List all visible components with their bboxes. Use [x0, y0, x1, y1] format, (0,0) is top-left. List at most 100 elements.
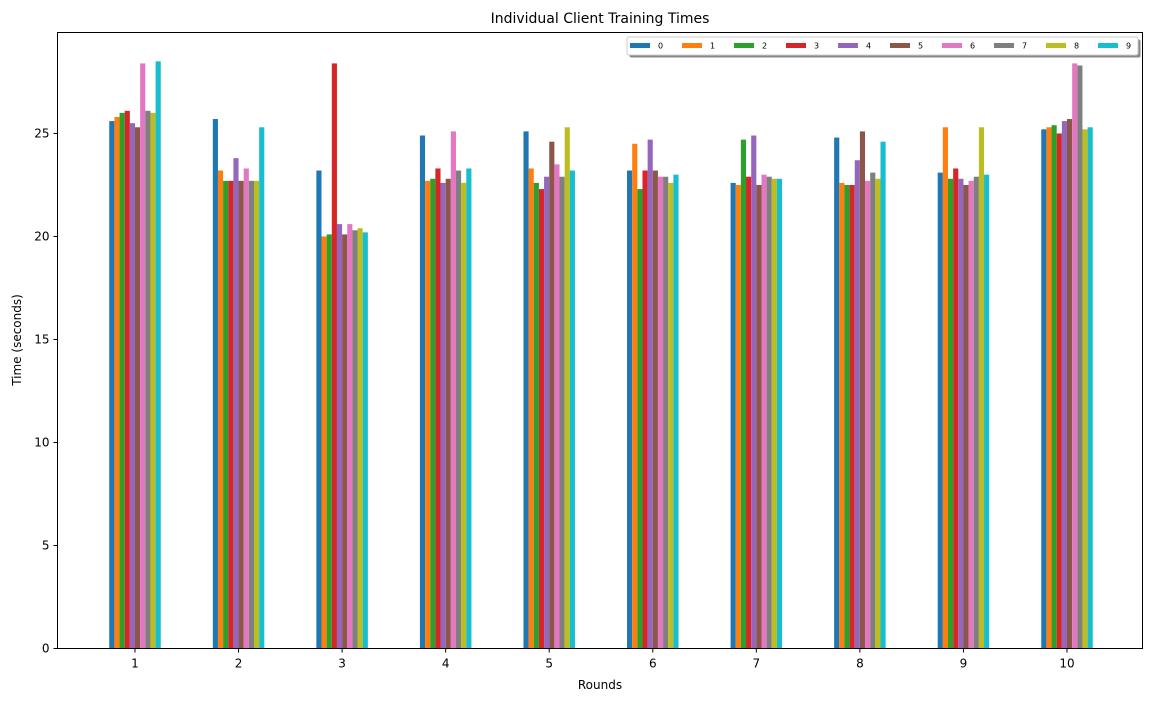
bar-round-5-client-5	[549, 141, 555, 649]
x-axis-label: Rounds	[578, 678, 622, 692]
bar-round-6-client-0	[627, 170, 633, 649]
bar-round-8-client-7	[870, 172, 876, 649]
bar-round-10-client-9	[1087, 127, 1093, 649]
legend-label-4: 4	[866, 42, 871, 51]
x-tick-label: 7	[753, 657, 761, 671]
bar-round-4-client-5	[445, 178, 451, 649]
legend-label-2: 2	[762, 42, 767, 51]
x-axis: 1 2 3 4 5 6 7 8 9 10	[131, 648, 1075, 671]
bar-round-1-client-2	[119, 112, 125, 649]
bar-round-9-client-1	[942, 127, 948, 649]
bar-round-7-client-1	[735, 184, 741, 649]
bar-round-9-client-9	[984, 174, 990, 649]
bar-round-9-client-2	[947, 178, 954, 649]
bar-round-1-client-4	[129, 123, 135, 649]
bar-round-7-client-4	[751, 135, 757, 649]
bar-round-3-client-2	[326, 234, 332, 649]
bar-round-9-client-6	[968, 180, 974, 649]
bar-round-8-client-0	[834, 137, 840, 649]
bar-round-3-client-7	[352, 230, 358, 649]
bar-round-9-client-5	[963, 184, 969, 649]
bar-round-4-client-9	[466, 168, 472, 649]
bar-round-8-client-4	[854, 160, 860, 649]
bar-round-2-client-2	[223, 180, 229, 649]
bar-round-9-client-7	[973, 176, 979, 649]
bar-round-9-client-4	[958, 178, 964, 649]
bar-round-3-client-9	[362, 232, 368, 649]
bar-round-6-client-4	[647, 139, 653, 649]
bar-round-10-client-8	[1082, 129, 1088, 649]
legend-swatch-3	[786, 43, 806, 48]
y-tick-label: 25	[34, 126, 49, 140]
bar-round-8-client-3	[849, 184, 855, 649]
y-tick-label: 15	[34, 332, 49, 346]
legend-swatch-5	[890, 43, 910, 48]
bar-round-5-client-3	[538, 189, 545, 649]
bar-round-4-client-7	[455, 170, 462, 649]
bar-round-3-client-6	[347, 224, 353, 649]
bar-round-7-client-6	[761, 174, 767, 649]
legend-swatch-9	[1098, 43, 1118, 48]
y-tick-label: 0	[42, 642, 50, 656]
bar-round-6-client-6	[657, 176, 664, 649]
bar-round-2-client-7	[248, 180, 255, 649]
bar-round-7-client-0	[730, 182, 736, 649]
legend-label-9: 9	[1126, 42, 1131, 51]
y-tick-label: 20	[34, 229, 49, 243]
y-axis: 0 5 10 15 20 25	[34, 126, 58, 656]
bar-round-5-client-2	[533, 182, 539, 649]
y-axis-label: Time (seconds)	[10, 294, 24, 387]
bar-round-4-client-0	[419, 135, 426, 649]
x-tick-label: 8	[856, 657, 864, 671]
bar-round-10-client-2	[1051, 125, 1057, 649]
bar-round-8-client-5	[859, 131, 866, 649]
legend-label-0: 0	[658, 42, 663, 51]
bar-round-10-client-6	[1072, 63, 1078, 649]
bar-round-6-client-9	[673, 174, 679, 649]
bar-round-7-client-2	[740, 139, 747, 649]
bar-round-6-client-7	[663, 176, 669, 649]
bar-round-5-client-9	[569, 170, 575, 649]
bar-round-10-client-1	[1046, 127, 1052, 649]
bar-round-2-client-9	[259, 127, 265, 649]
bar-round-4-client-8	[461, 182, 467, 649]
bar-round-4-client-3	[435, 168, 441, 649]
bar-round-6-client-3	[642, 170, 648, 649]
bar-round-4-client-2	[430, 178, 436, 649]
bar-round-1-client-1	[114, 116, 120, 649]
legend-label-1: 1	[710, 42, 715, 51]
bar-round-6-client-5	[652, 170, 658, 649]
bar-round-1-client-9	[155, 61, 161, 649]
y-tick-label: 10	[34, 435, 49, 449]
legend-swatch-2	[734, 43, 754, 48]
bar-round-1-client-6	[140, 63, 146, 649]
x-tick-label: 10	[1059, 657, 1074, 671]
x-tick-label: 5	[545, 657, 553, 671]
bar-round-1-client-0	[109, 121, 115, 649]
legend-swatch-8	[1046, 43, 1066, 48]
bar-round-9-client-0	[937, 172, 943, 649]
x-tick-label: 6	[649, 657, 657, 671]
bar-round-5-client-7	[559, 176, 565, 649]
bar-round-4-client-1	[425, 180, 431, 649]
plot-frame	[57, 32, 1143, 649]
legend-swatch-4	[838, 43, 858, 48]
bar-round-3-client-4	[336, 224, 343, 649]
bar-round-6-client-1	[632, 143, 638, 649]
bar-round-7-client-3	[746, 176, 752, 649]
x-tick-label: 1	[131, 657, 139, 671]
bar-round-6-client-2	[637, 189, 643, 649]
bar-round-2-client-3	[228, 180, 234, 649]
bar-round-7-client-9	[776, 178, 783, 649]
bar-round-8-client-9	[880, 141, 886, 649]
legend-swatch-0	[630, 43, 650, 48]
bar-round-2-client-6	[243, 168, 249, 649]
bar-round-7-client-5	[756, 184, 762, 649]
bar-round-2-client-4	[233, 158, 239, 649]
x-tick-label: 2	[235, 657, 243, 671]
legend-swatch-6	[942, 43, 962, 48]
bar-round-3-client-0	[316, 170, 322, 649]
bar-round-9-client-3	[953, 168, 959, 649]
x-tick-label: 3	[338, 657, 346, 671]
